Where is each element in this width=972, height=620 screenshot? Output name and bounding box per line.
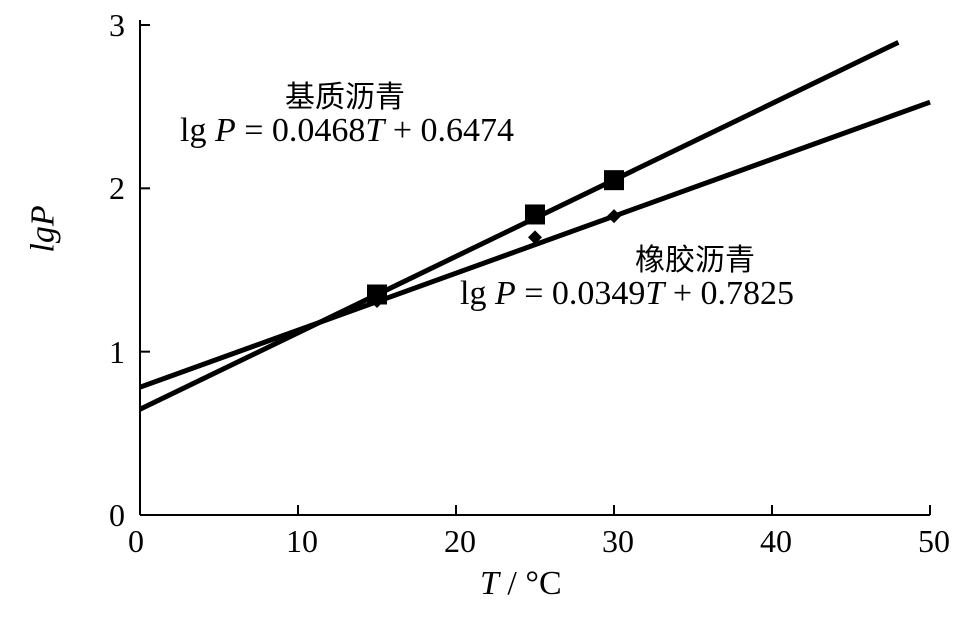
x-tick-label: 40 <box>760 523 792 560</box>
regression-equation: lg P = 0.0349T + 0.7825 <box>460 275 794 313</box>
x-tick-label: 30 <box>602 523 634 560</box>
y-tick-label: 3 <box>109 7 125 44</box>
x-axis-label: T / °C <box>480 565 562 603</box>
y-axis-label: lgP <box>25 205 63 252</box>
x-tick-label: 50 <box>918 523 950 560</box>
regression-equation: lg P = 0.0468T + 0.6474 <box>180 112 514 150</box>
y-tick-label: 1 <box>109 334 125 371</box>
series-label: 基质沥青 <box>285 72 405 116</box>
x-tick-label: 0 <box>128 523 144 560</box>
y-tick-label: 2 <box>109 170 125 207</box>
y-tick-label: 0 <box>109 497 125 534</box>
chart-container: 012301020304050lgPT / °C基质沥青橡胶沥青lg P = 0… <box>0 0 972 620</box>
series-label: 橡胶沥青 <box>635 235 755 279</box>
x-tick-label: 10 <box>286 523 318 560</box>
x-tick-label: 20 <box>444 523 476 560</box>
